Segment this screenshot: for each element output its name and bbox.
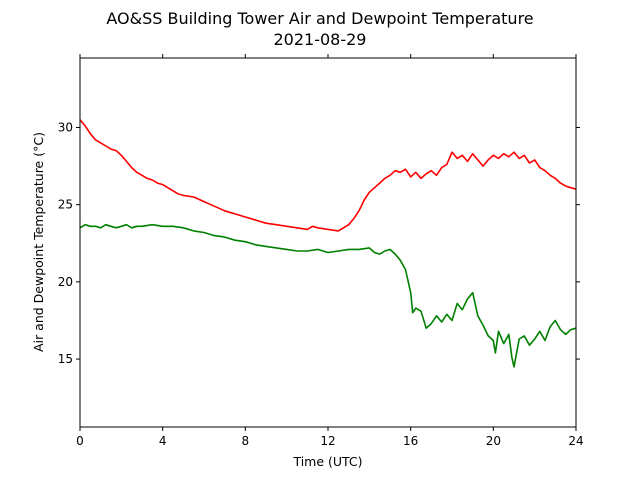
y-axis: 15 20 25 30 — [58, 120, 580, 366]
series-line-1 — [79, 119, 577, 232]
x-tick-label: 24 — [568, 434, 583, 448]
x-tick-label: 0 — [76, 434, 84, 448]
y-tick-label: 20 — [58, 275, 73, 289]
x-tick-label: 8 — [242, 434, 250, 448]
y-tick-label: 25 — [58, 198, 73, 212]
y-tick-label: 30 — [58, 120, 73, 134]
series-line-2 — [79, 223, 577, 368]
x-tick-label: 20 — [486, 434, 501, 448]
x-tick-label: 4 — [159, 434, 167, 448]
chart-title: AO&SS Building Tower Air and Dewpoint Te… — [106, 9, 533, 28]
series-lines — [79, 119, 577, 368]
x-tick-label: 16 — [403, 434, 418, 448]
y-tick-label: 15 — [58, 352, 73, 366]
x-axis: 0 4 8 12 16 20 24 — [76, 54, 584, 448]
y-axis-label: Air and Dewpoint Temperature (°C) — [31, 132, 46, 352]
x-tick-label: 12 — [320, 434, 335, 448]
plot-frame — [79, 57, 577, 428]
chart-subtitle: 2021-08-29 — [274, 30, 367, 49]
x-axis-label: Time (UTC) — [292, 454, 362, 469]
